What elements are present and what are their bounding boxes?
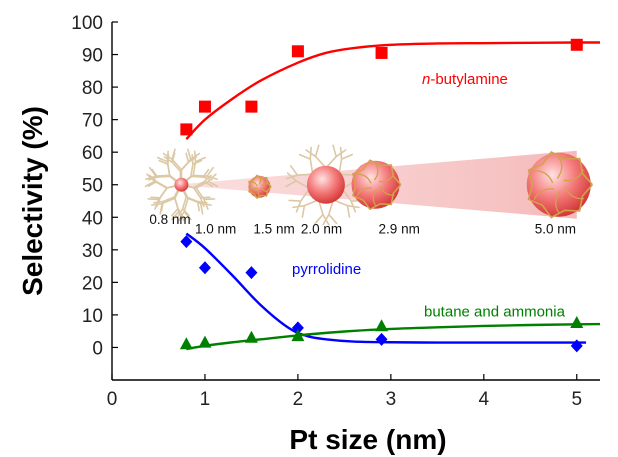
y-axis-label: Selectivity (%) [17, 106, 48, 296]
particle-size-label: 5.0 nm [535, 222, 576, 237]
particle-size-illustration [144, 144, 594, 226]
series-label-butane-ammonia: butane and ammonia [424, 304, 566, 321]
data-markers [179, 38, 584, 353]
x-axis-label: Pt size (nm) [289, 424, 446, 455]
y-tick-label: 0 [92, 338, 103, 359]
y-tick-label: 70 [82, 111, 103, 132]
fit-curves [185, 41, 601, 351]
x-tick-label: 5 [571, 389, 582, 410]
x-tick-label: 4 [479, 389, 490, 410]
fit-curve [186, 322, 601, 351]
y-tick-label: 90 [82, 46, 103, 67]
data-point-triangle [570, 316, 584, 329]
particle-size-label: 2.0 nm [301, 222, 342, 237]
pt-particle-2-9nm [351, 159, 402, 211]
data-point-diamond [570, 339, 583, 353]
y-tick-label: 20 [82, 273, 103, 294]
pt-particle-1-5nm [248, 174, 272, 199]
data-point-diamond [375, 332, 388, 346]
x-tick-label: 3 [386, 389, 397, 410]
fit-curve [185, 41, 601, 140]
y-tick-label: 30 [82, 241, 103, 262]
data-point-diamond [198, 261, 211, 275]
data-point-diamond [180, 235, 193, 249]
particle-size-label: 1.5 nm [253, 222, 294, 237]
y-tick-label: 80 [82, 78, 103, 99]
dendrimer-0-8nm [147, 152, 214, 218]
y-tick-label: 40 [82, 208, 103, 229]
fit-curve [185, 232, 587, 344]
data-point-triangle [179, 337, 193, 350]
particle-size-label: 1.0 nm [195, 222, 236, 237]
data-point-triangle [375, 319, 389, 332]
data-point-square [375, 46, 388, 59]
data-point-square [245, 100, 258, 113]
y-tick-label: 100 [71, 13, 103, 34]
pt-particle-5-0nm [526, 151, 594, 219]
data-point-diamond [245, 266, 258, 280]
particle-size-label: 2.9 nm [379, 222, 420, 237]
data-point-diamond [291, 321, 304, 335]
data-point-triangle [244, 330, 258, 343]
data-point-square [180, 123, 193, 136]
x-tick-label: 2 [293, 389, 304, 410]
y-tick-label: 60 [82, 143, 103, 164]
data-point-triangle [198, 335, 212, 348]
data-point-square [570, 38, 583, 51]
series-label-pyrrolidine: pyrrolidine [292, 261, 361, 278]
text-labels: 0.8 nm 1.0 nm 1.5 nm 2.0 nm 2.9 nm 5.0 nm n-bu… [149, 71, 576, 321]
pt-particle-2-0nm [306, 165, 345, 204]
x-tick-label: 1 [200, 389, 211, 410]
data-point-square [291, 45, 304, 58]
axes: 0 10 20 30 40 50 60 70 80 90 100 0 1 2 3 4 5 Pt size (nm)… [17, 13, 600, 455]
data-point-square [198, 100, 211, 113]
x-tick-label: 0 [107, 389, 118, 410]
data-point-triangle [291, 329, 305, 342]
y-tick-label: 50 [82, 176, 103, 197]
particle-size-label: 0.8 nm [149, 212, 190, 227]
y-tick-label: 10 [82, 306, 103, 327]
pt-particle-1-0nm [174, 177, 189, 192]
dendrimer-1-0nm [144, 148, 219, 222]
series-label-n-butylamine: n-butylamine [422, 71, 508, 88]
